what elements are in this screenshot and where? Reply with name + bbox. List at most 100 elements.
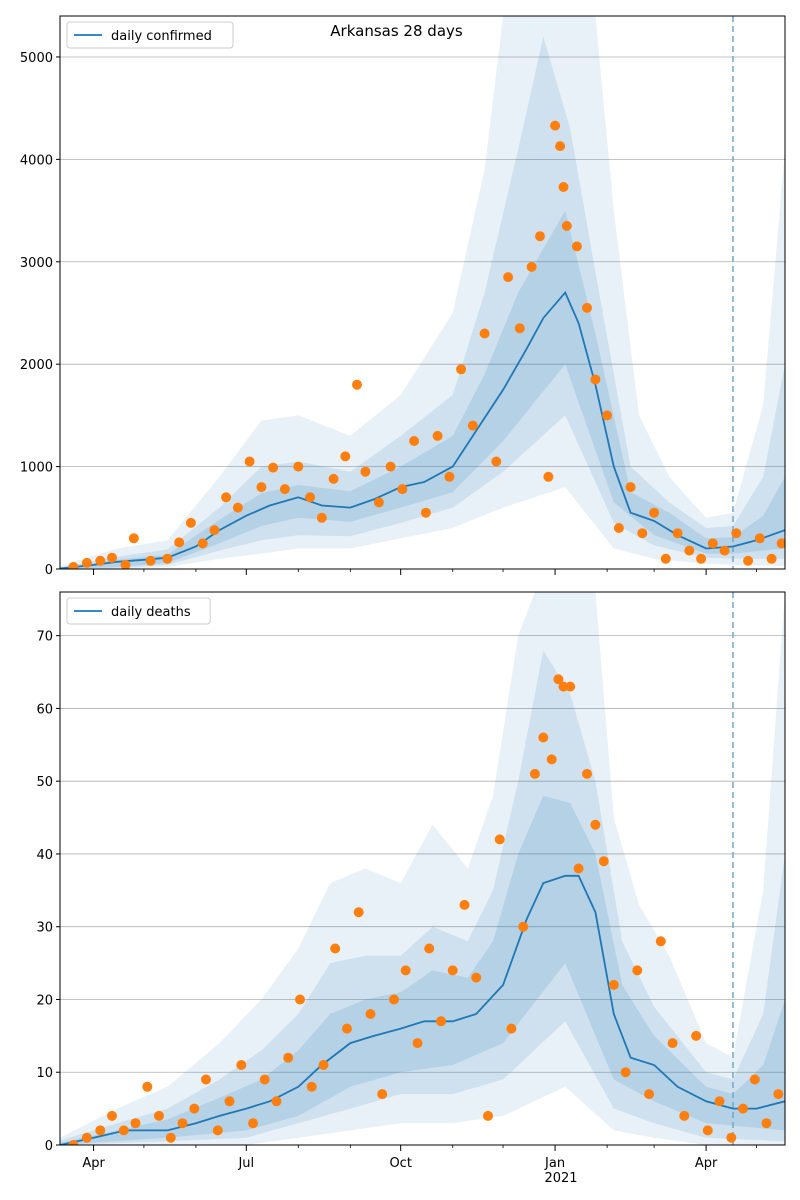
data-point xyxy=(95,555,106,566)
data-point xyxy=(353,907,364,918)
y-tick-label: 60 xyxy=(36,702,53,717)
legend: daily confirmed xyxy=(66,21,234,49)
data-point xyxy=(719,545,730,556)
data-point xyxy=(259,1074,270,1085)
data-point xyxy=(467,420,478,431)
data-point xyxy=(306,1081,317,1092)
data-point xyxy=(128,533,139,544)
data-point xyxy=(518,921,529,932)
data-point xyxy=(95,1125,106,1136)
data-point xyxy=(412,1038,423,1049)
data-point xyxy=(749,1074,760,1085)
data-point xyxy=(546,754,557,765)
uncertainty-band xyxy=(60,36,785,569)
data-point xyxy=(154,1110,164,1121)
data-point xyxy=(68,562,79,569)
data-point xyxy=(330,943,341,954)
data-point xyxy=(613,523,624,533)
data-point xyxy=(514,323,525,334)
data-point xyxy=(766,553,777,564)
data-point xyxy=(305,492,316,503)
data-point xyxy=(295,994,305,1005)
data-point xyxy=(107,1110,117,1121)
data-point xyxy=(608,979,619,990)
data-point xyxy=(773,1089,784,1100)
data-point xyxy=(174,537,185,548)
legend: daily deaths xyxy=(66,597,211,625)
data-point xyxy=(637,528,648,539)
data-point xyxy=(491,456,502,467)
data-point xyxy=(538,732,549,743)
data-point xyxy=(328,473,339,484)
data-point xyxy=(743,555,754,566)
series-line xyxy=(60,290,785,569)
data-point xyxy=(130,1118,141,1129)
data-point xyxy=(459,899,470,910)
data-point xyxy=(644,1089,655,1100)
data-point xyxy=(224,1096,235,1107)
data-point xyxy=(672,528,683,539)
data-point xyxy=(620,1067,631,1078)
uncertainty-band xyxy=(60,592,785,1145)
legend-label: daily deaths xyxy=(111,605,191,620)
y-tick-label: 0 xyxy=(45,563,53,578)
data-point xyxy=(377,1089,388,1100)
data-point xyxy=(397,484,408,495)
data-point xyxy=(776,538,785,549)
data-point xyxy=(444,471,455,482)
axes-frame xyxy=(59,591,786,1146)
data-point xyxy=(256,482,267,493)
data-point xyxy=(503,272,514,283)
data-point xyxy=(162,553,173,564)
x-tick-label: Apr xyxy=(695,1156,718,1171)
y-tick-label: 70 xyxy=(36,630,53,645)
data-point xyxy=(447,965,458,976)
data-point xyxy=(189,1103,200,1114)
data-point xyxy=(107,552,117,563)
data-point xyxy=(271,1096,282,1107)
y-tick-label: 4000 xyxy=(20,153,53,168)
data-point xyxy=(342,1023,352,1034)
data-point xyxy=(232,502,243,513)
data-point xyxy=(340,451,351,462)
data-point xyxy=(526,261,537,272)
data-point xyxy=(535,231,545,242)
y-tick-label: 20 xyxy=(36,993,53,1008)
data-point xyxy=(702,1125,713,1136)
x-tick-label: Jan xyxy=(544,1156,565,1171)
data-point xyxy=(565,681,576,692)
legend-label: daily confirmed xyxy=(111,29,212,44)
data-point xyxy=(118,1125,129,1136)
data-point xyxy=(283,1052,294,1063)
data-point xyxy=(691,1030,702,1041)
data-point xyxy=(424,943,435,954)
data-point xyxy=(248,1118,258,1129)
data-point xyxy=(236,1060,247,1070)
data-point xyxy=(165,1132,176,1143)
y-tick-label: 50 xyxy=(36,775,53,790)
data-point xyxy=(385,461,396,472)
y-tick-label: 0 xyxy=(45,1139,53,1154)
data-point xyxy=(738,1103,748,1114)
data-point xyxy=(553,674,564,685)
data-point xyxy=(483,1110,493,1121)
data-point xyxy=(714,1096,725,1107)
data-point xyxy=(318,1060,329,1070)
data-point xyxy=(598,856,609,867)
data-point xyxy=(373,497,384,508)
data-point xyxy=(632,965,643,976)
data-point xyxy=(212,1125,223,1136)
data-point xyxy=(731,528,742,539)
data-point xyxy=(558,182,569,192)
x-tick-label: Apr xyxy=(82,1156,105,1171)
uncertainty-band xyxy=(60,16,785,569)
data-point xyxy=(81,1132,92,1143)
uncertainty-band xyxy=(60,795,785,1145)
data-point xyxy=(602,410,613,421)
data-point xyxy=(506,1023,517,1034)
x-tick-label: Oct xyxy=(389,1156,411,1171)
data-point xyxy=(365,1009,376,1019)
data-point xyxy=(177,1118,188,1129)
data-point xyxy=(550,120,561,131)
